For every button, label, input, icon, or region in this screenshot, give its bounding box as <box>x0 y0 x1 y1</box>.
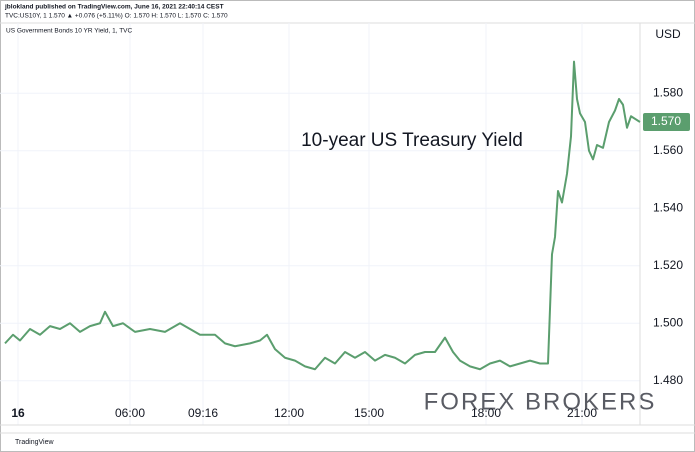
watermark: FOREX BROKERS <box>424 388 657 415</box>
x-tick-label: 15:00 <box>354 406 384 420</box>
publisher: jblokland published on TradingView.com, … <box>4 4 224 11</box>
y-tick-label: 1.540 <box>653 200 683 214</box>
last-price-label: 1.570 <box>651 114 681 128</box>
x-tick-label: 09:16 <box>188 406 218 420</box>
y-tick-label: 1.560 <box>653 143 683 157</box>
currency: USD <box>655 27 681 41</box>
y-tick-label: 1.580 <box>653 85 683 99</box>
price-line <box>4 60 641 371</box>
x-tick-label: 18:00 <box>471 406 501 420</box>
footer: TradingView <box>15 439 54 446</box>
x-tick-label: 12:00 <box>274 406 304 420</box>
x-tick-label: 16 <box>11 406 25 420</box>
y-tick-label: 1.500 <box>653 315 683 329</box>
x-tick-label: 06:00 <box>115 406 145 420</box>
last-price-box <box>643 113 690 131</box>
chart-title: US Government Bonds 10 YR Yield, 1, TVC <box>6 28 133 35</box>
y-tick-label: 1.480 <box>653 373 683 387</box>
annotation: 10-year US Treasury Yield <box>301 130 523 151</box>
quote: TVC:US10Y, 1 1.570 ▲ +0.076 (+5.11%) O: … <box>5 13 228 20</box>
x-tick-label: 21:00 <box>567 406 597 420</box>
y-tick-label: 1.520 <box>653 258 683 272</box>
